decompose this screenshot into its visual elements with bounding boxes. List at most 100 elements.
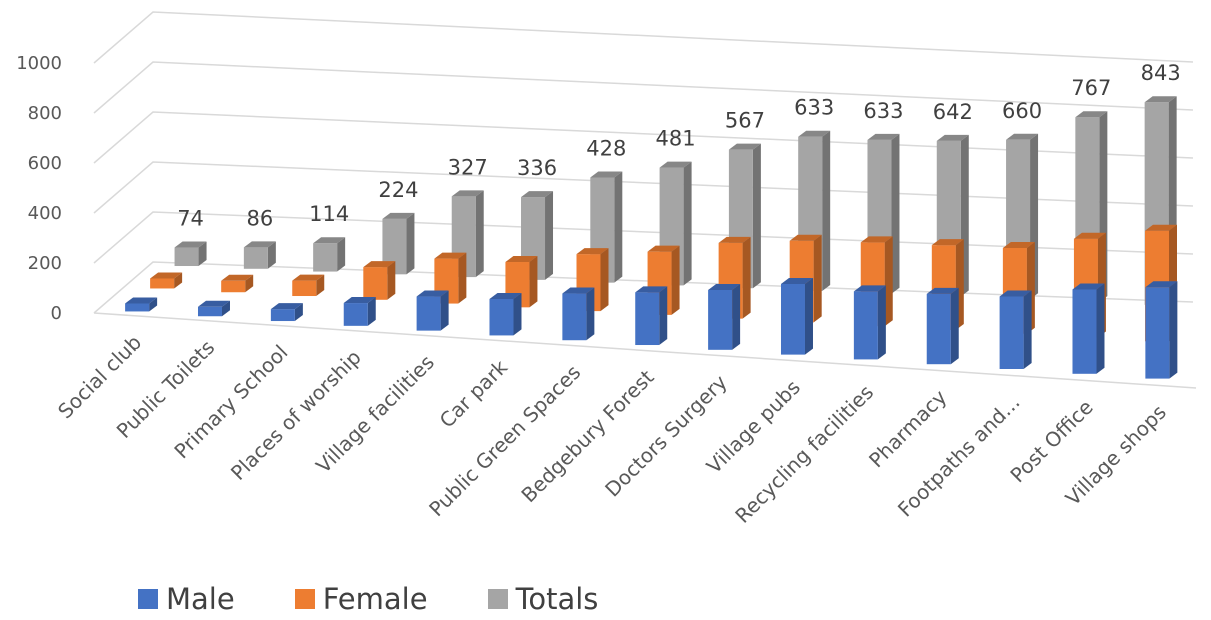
- bar-top: [780, 277, 813, 284]
- y-axis-ticks: 0 200 400 600 800 1000: [16, 53, 62, 324]
- bar-front: [1072, 289, 1097, 374]
- legend-swatch-female: [294, 589, 315, 609]
- bar-female-3: [363, 261, 396, 300]
- bar-front: [313, 243, 338, 272]
- bar-side: [586, 287, 595, 341]
- bar-top: [270, 303, 303, 310]
- bar-totals-2: [313, 237, 346, 272]
- y-tick-label: 800: [28, 103, 62, 124]
- data-label: 336: [517, 156, 557, 180]
- bar-side: [440, 290, 449, 331]
- bar-top: [659, 161, 692, 168]
- bar-male-11: [926, 287, 959, 365]
- bar-top: [1144, 224, 1177, 231]
- bar-male-13: [1072, 283, 1105, 374]
- bar-front: [363, 267, 388, 300]
- bar-top: [174, 241, 207, 248]
- bar-side: [294, 303, 303, 322]
- gridlines: [93, 11, 1197, 389]
- bars: 74 86 114 224 327 336 428 481 567 633 633 642 660 767…: [125, 61, 1181, 379]
- bar-side: [406, 212, 415, 275]
- bar-side: [267, 241, 276, 269]
- bar-side: [671, 245, 680, 315]
- bar-top: [635, 286, 668, 293]
- bar-front: [243, 247, 268, 269]
- bar-male-7: [635, 286, 668, 346]
- legend-item-male[interactable]: Male: [138, 582, 235, 616]
- bar-side: [877, 285, 886, 360]
- bar-totals-0: [174, 241, 207, 267]
- category-label: Places of worship: [226, 345, 366, 485]
- bar-top: [999, 290, 1032, 297]
- data-label: 633: [863, 99, 903, 123]
- bar-front: [708, 289, 733, 350]
- bar-totals-1: [243, 241, 276, 269]
- bar-side: [1169, 281, 1178, 379]
- bar-top: [434, 252, 467, 259]
- bar-side: [742, 236, 751, 319]
- bar-side: [513, 292, 522, 336]
- bar-side: [804, 277, 813, 355]
- bar-top: [1145, 281, 1178, 288]
- bar-male-4: [416, 290, 449, 331]
- bar-male-1: [197, 300, 230, 317]
- data-label: 224: [378, 178, 418, 202]
- bar-front: [489, 298, 514, 336]
- data-label: 74: [177, 207, 204, 231]
- category-label: Bedgebury Forest: [516, 365, 658, 507]
- bar-top: [708, 283, 741, 290]
- y-tick-label: 400: [28, 203, 62, 224]
- bar-front: [1145, 287, 1170, 379]
- bar-side: [884, 236, 893, 327]
- data-label: 642: [933, 100, 973, 124]
- bar-side: [198, 241, 207, 267]
- bar-female-6: [576, 248, 609, 312]
- bar-front: [174, 247, 199, 267]
- bar-side: [822, 130, 831, 291]
- bar-side: [316, 274, 325, 297]
- bar-top: [416, 290, 449, 297]
- data-label: 843: [1141, 61, 1181, 85]
- data-label: 86: [246, 206, 273, 230]
- gridline-400: [93, 161, 1194, 214]
- category-label: Recycling facilities: [730, 380, 878, 528]
- bar-top: [521, 191, 554, 198]
- bar-top: [451, 190, 484, 197]
- bar-side: [387, 261, 396, 300]
- bar-male-12: [999, 290, 1032, 370]
- bar-side: [659, 286, 668, 346]
- bar-front: [221, 280, 246, 293]
- bar-front: [270, 309, 295, 322]
- bar-male-5: [489, 292, 522, 336]
- bar-side: [367, 297, 376, 326]
- gridline-0: [93, 261, 1194, 314]
- legend-swatch-male: [138, 589, 158, 609]
- bar-female-0: [150, 272, 183, 289]
- bar-top: [382, 212, 415, 219]
- bar-side: [1096, 283, 1105, 374]
- bar-female-2: [292, 274, 325, 297]
- bar-side: [174, 272, 183, 289]
- data-label: 660: [1002, 99, 1042, 123]
- bar-top: [647, 245, 680, 252]
- bar-front: [853, 291, 878, 360]
- bar-side: [891, 133, 900, 294]
- data-label: 428: [586, 137, 626, 161]
- bar-top: [562, 287, 595, 294]
- legend-item-totals[interactable]: Totals: [487, 582, 598, 616]
- bar-top: [197, 300, 230, 307]
- data-label: 114: [309, 202, 349, 226]
- bar-chart-3d: 0 200 400 600 800 1000 74 86 114 224 327 336 428 481 5…: [16, 11, 1197, 528]
- bar-front: [150, 278, 175, 289]
- bar-top: [125, 297, 158, 304]
- y-tick-label: 0: [51, 303, 62, 324]
- legend-item-female[interactable]: Female: [294, 582, 428, 616]
- y-tick-label: 1000: [16, 53, 62, 74]
- bar-male-6: [562, 287, 595, 341]
- bar-top: [1075, 111, 1108, 118]
- bar-side: [950, 287, 959, 365]
- bar-front: [197, 306, 222, 317]
- bar-top: [926, 287, 959, 294]
- bar-front: [999, 296, 1024, 370]
